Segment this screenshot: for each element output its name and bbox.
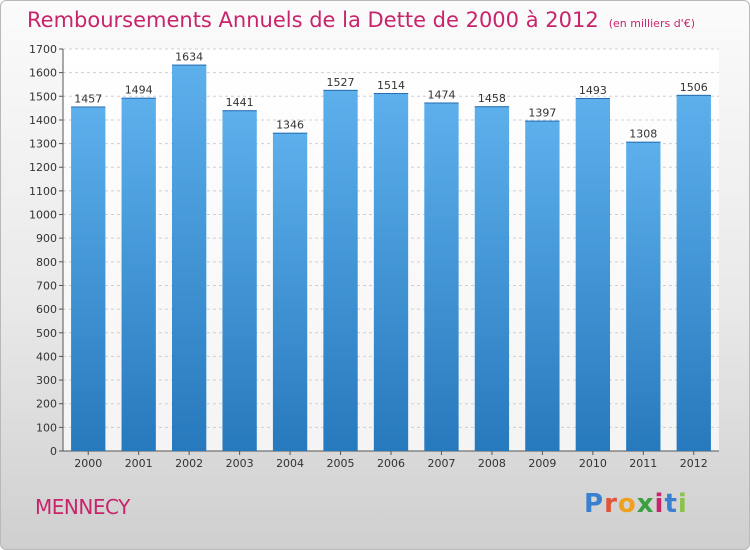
x-tick-label-2009: 2009 [528, 457, 556, 470]
logo-letter: x [636, 489, 655, 519]
y-tick-label: 0 [50, 445, 57, 458]
value-label-2010: 1493 [579, 84, 607, 97]
y-tick-label: 1000 [29, 209, 57, 222]
value-label-2002: 1634 [175, 51, 203, 64]
y-tick-label: 1300 [29, 138, 57, 151]
value-label-2009: 1397 [528, 107, 556, 120]
x-tick-label-2006: 2006 [377, 457, 405, 470]
logo-letter: o [617, 489, 637, 519]
y-tick-label: 900 [36, 232, 57, 245]
bar-2006 [373, 92, 409, 452]
value-label-2005: 1527 [327, 76, 355, 89]
bar-2008 [474, 106, 510, 451]
x-tick-label-2007: 2007 [427, 457, 455, 470]
y-tick-label: 1200 [29, 161, 57, 174]
commune-name: MENNECY [35, 495, 130, 519]
bar-2010 [575, 97, 611, 452]
x-tick-label-2002: 2002 [175, 457, 203, 470]
x-tick-label-2010: 2010 [579, 457, 607, 470]
logo-letter: i [677, 489, 688, 519]
logo-letter: t [664, 489, 678, 519]
bar-2012 [676, 94, 711, 451]
x-tick-label-2012: 2012 [680, 457, 708, 470]
y-tick-label: 600 [36, 303, 57, 316]
y-tick-label: 400 [36, 350, 57, 363]
chart-title: Remboursements Annuels de la Dette de 20… [27, 8, 599, 32]
bar-2002 [171, 64, 207, 451]
value-label-2007: 1474 [427, 88, 455, 101]
logo-letter: P [584, 489, 605, 519]
bar-2009 [525, 120, 560, 452]
x-tick-label-2004: 2004 [276, 457, 304, 470]
proxiti-logo: Proxiti [584, 489, 688, 519]
x-tick-label-2011: 2011 [629, 457, 657, 470]
y-tick-label: 1700 [29, 43, 57, 56]
y-tick-label: 1600 [29, 67, 57, 80]
y-tick-label: 100 [36, 421, 57, 434]
value-label-2011: 1308 [629, 128, 657, 141]
logo-letter: r [604, 489, 618, 519]
chart-title-block: Remboursements Annuels de la Dette de 20… [27, 8, 695, 32]
y-tick-label: 200 [36, 398, 57, 411]
x-tick-label-2001: 2001 [125, 457, 153, 470]
y-tick-label: 700 [36, 279, 57, 292]
bar-2007 [424, 102, 459, 451]
value-label-2008: 1458 [478, 92, 506, 105]
y-tick-label: 300 [36, 374, 57, 387]
x-tick-label-2003: 2003 [226, 457, 254, 470]
bar-2003 [222, 110, 257, 451]
bar-2001 [121, 97, 156, 451]
y-tick-label: 1500 [29, 90, 57, 103]
bar-2000 [71, 106, 106, 452]
x-tick-label-2008: 2008 [478, 457, 506, 470]
x-tick-label-2005: 2005 [327, 457, 355, 470]
bar-2011 [626, 141, 661, 451]
x-tick-label-2000: 2000 [74, 457, 102, 470]
y-tick-label: 1400 [29, 114, 57, 127]
value-label-2000: 1457 [74, 92, 102, 105]
y-tick-label: 1100 [29, 185, 57, 198]
value-label-2001: 1494 [125, 84, 153, 97]
y-tick-label: 800 [36, 256, 57, 269]
logo-letter: i [654, 489, 665, 519]
bar-2004 [272, 132, 308, 452]
value-label-2003: 1441 [226, 96, 254, 109]
value-label-2004: 1346 [276, 119, 304, 132]
bar-2005 [323, 89, 358, 451]
chart-unit: (en milliers d'€) [608, 17, 695, 30]
y-tick-label: 500 [36, 327, 57, 340]
value-label-2006: 1514 [377, 79, 405, 92]
value-label-2012: 1506 [680, 81, 708, 94]
